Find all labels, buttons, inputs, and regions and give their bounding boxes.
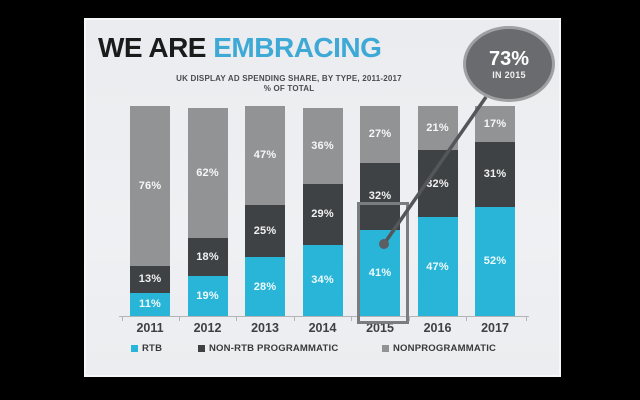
x-axis-label-2014: 2014 — [308, 321, 337, 335]
bar-2017: 52% 31% 17% — [475, 106, 515, 316]
x-axis-tick — [408, 317, 410, 321]
segment-value-label: 47% — [253, 149, 277, 162]
segment-value-label: 32% — [426, 177, 449, 190]
legend-swatch-non-rtb-programmatic — [198, 345, 205, 352]
segment-non-rtb-programmatic-2017: 31% — [475, 141, 515, 207]
segment-rtb-2017: 52% — [475, 206, 515, 316]
segment-value-label: 19% — [196, 290, 219, 303]
bar-2011: 11% 13% 76% — [130, 106, 170, 316]
x-axis-label-2013: 2013 — [251, 321, 279, 335]
segment-value-label: 29% — [311, 208, 334, 221]
segment-non-rtb-programmatic-2011: 13% — [130, 265, 170, 293]
segment-nonprogrammatic-2014: 36% — [302, 108, 343, 184]
segment-value-label: 17% — [483, 117, 507, 130]
segment-value-label: 34% — [311, 274, 334, 287]
legend-swatch-rtb — [131, 345, 138, 352]
segment-nonprogrammatic-2013: 47% — [245, 106, 285, 205]
segment-rtb-2014: 34% — [302, 244, 343, 316]
bar-2014: 34% 29% 36% — [302, 108, 343, 316]
stacked-bar-chart: 11% 13% 76% 19% 18% 62% 28% 25% 47% 34% 29% 36% 41% 3… — [122, 106, 526, 316]
x-axis-tick — [351, 317, 353, 321]
chart-subtitle: UK DISPLAY AD SPENDING SHARE, BY TYPE, 2… — [126, 74, 452, 93]
legend-label-rtb: RTB — [142, 343, 163, 354]
segment-rtb-2013: 28% — [245, 257, 285, 316]
segment-nonprogrammatic-2016: 21% — [417, 106, 458, 151]
x-axis-line — [119, 316, 529, 317]
segment-nonprogrammatic-2017: 17% — [475, 106, 515, 142]
segment-nonprogrammatic-2012: 62% — [187, 108, 228, 239]
legend: RTB NON-RTB PROGRAMMATIC NONPROGRAMMATIC — [86, 343, 563, 357]
title-highlight: EMBRACING — [213, 32, 382, 63]
subtitle-line2: % OF TOTAL — [263, 83, 315, 93]
x-axis — [119, 316, 529, 321]
x-axis-tick — [236, 317, 238, 321]
segment-value-label: 76% — [138, 179, 162, 192]
x-axis-label-2017: 2017 — [481, 321, 509, 335]
legend-item-rtb: RTB — [131, 343, 162, 354]
legend-label-nonprogrammatic: NONPROGRAMMATIC — [393, 343, 497, 354]
segment-value-label: 21% — [426, 122, 449, 135]
segment-rtb-2012: 19% — [187, 276, 228, 316]
segment-nonprogrammatic-2011: 76% — [130, 106, 170, 266]
bar-2013: 28% 25% 47% — [245, 106, 285, 316]
segment-value-label: 41% — [368, 266, 392, 279]
callout-value: 73% — [488, 48, 530, 70]
segment-value-label: 11% — [138, 298, 161, 311]
title-prefix: WE ARE — [98, 32, 206, 63]
segment-non-rtb-programmatic-2012: 18% — [187, 238, 228, 277]
segment-value-label: 27% — [368, 128, 392, 141]
slide-title: WE ARE EMBRACING — [98, 32, 382, 64]
x-axis-label-2011: 2011 — [136, 321, 164, 335]
legend-item-non-rtb-programmatic: NON-RTB PROGRAMMATIC — [198, 343, 338, 354]
segment-value-label: 18% — [196, 251, 219, 264]
segment-non-rtb-programmatic-2016: 32% — [417, 150, 458, 218]
segment-nonprogrammatic-2015: 27% — [360, 106, 400, 163]
x-axis-label-2015: 2015 — [366, 321, 394, 335]
callout-ellipse: 73% IN 2015 — [463, 26, 555, 102]
x-axis-tick — [466, 317, 468, 321]
segment-value-label: 32% — [368, 190, 392, 203]
x-axis-tick — [178, 317, 180, 321]
highlight-box-2015 — [357, 202, 409, 324]
x-axis-tick — [122, 317, 123, 321]
segment-value-label: 31% — [483, 168, 507, 181]
subtitle-line1: UK DISPLAY AD SPENDING SHARE, BY TYPE, 2… — [176, 74, 402, 83]
bar-2012: 19% 18% 62% — [187, 108, 228, 316]
bar-2016: 47% 32% 21% — [417, 106, 458, 316]
x-axis-label-2012: 2012 — [193, 321, 222, 335]
legend-swatch-nonprogrammatic — [382, 345, 389, 352]
segment-value-label: 25% — [253, 224, 277, 237]
legend-item-nonprogrammatic: NONPROGRAMMATIC — [382, 343, 496, 354]
slide: WE ARE EMBRACING UK DISPLAY AD SPENDING … — [84, 18, 561, 377]
segment-rtb-2016: 47% — [417, 217, 458, 316]
legend-label-non-rtb-programmatic: NON-RTB PROGRAMMATIC — [209, 343, 339, 354]
x-axis-label-2016: 2016 — [423, 321, 452, 335]
x-axis-labels: 2011 2012 2013 2014 2015 2016 2017 — [122, 321, 526, 335]
segment-value-label: 47% — [426, 260, 449, 273]
segment-value-label: 28% — [253, 280, 277, 293]
callout-label: IN 2015 — [492, 70, 526, 80]
x-axis-tick — [526, 317, 527, 321]
segment-value-label: 13% — [138, 273, 162, 286]
segment-non-rtb-programmatic-2013: 25% — [245, 204, 285, 258]
segment-rtb-2011: 11% — [130, 292, 170, 316]
segment-value-label: 36% — [311, 139, 334, 152]
segment-value-label: 62% — [196, 167, 219, 180]
segment-non-rtb-programmatic-2014: 29% — [302, 183, 343, 245]
segment-value-label: 52% — [483, 255, 507, 268]
x-axis-tick — [293, 317, 295, 321]
